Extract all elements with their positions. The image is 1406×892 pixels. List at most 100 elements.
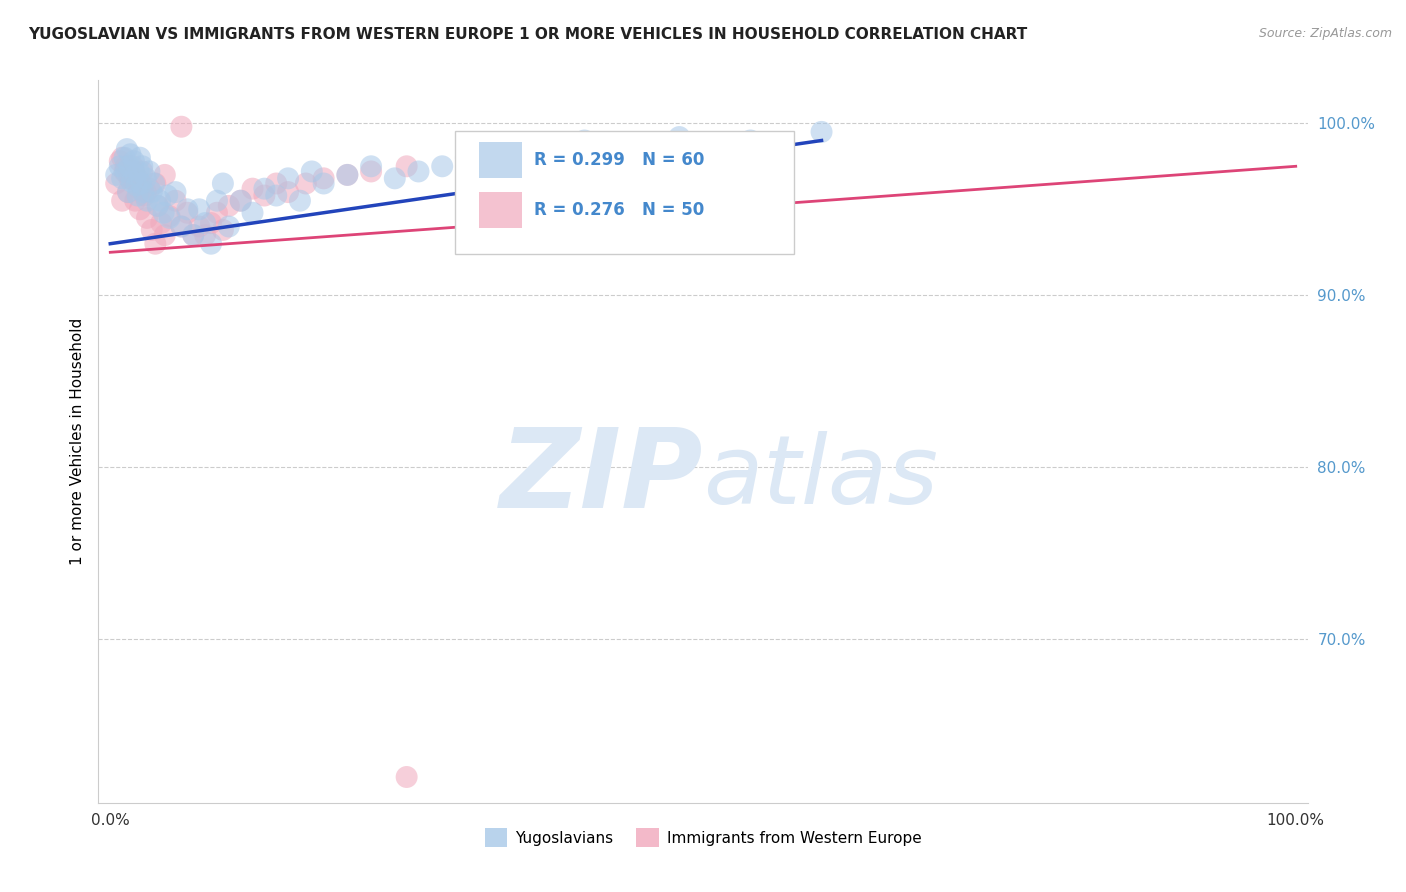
Point <box>146 199 169 213</box>
Point <box>229 194 252 208</box>
Point <box>194 228 217 243</box>
Point <box>620 142 643 156</box>
Point <box>200 236 222 251</box>
Point <box>128 181 150 195</box>
Point <box>395 159 418 173</box>
Point <box>264 188 287 202</box>
Point <box>165 185 187 199</box>
Point <box>124 168 146 182</box>
Point <box>194 216 217 230</box>
Point <box>118 171 141 186</box>
Point <box>200 216 222 230</box>
Point <box>146 199 169 213</box>
Point <box>336 168 359 182</box>
Point <box>129 177 152 191</box>
Point <box>125 178 148 193</box>
Point <box>111 151 134 165</box>
Point <box>149 194 172 208</box>
Point <box>138 181 160 195</box>
Point <box>491 168 513 182</box>
Point <box>810 125 832 139</box>
Point <box>360 164 382 178</box>
Point <box>242 181 264 195</box>
Point <box>574 133 596 147</box>
Point <box>264 177 287 191</box>
Y-axis label: 1 or more Vehicles in Household: 1 or more Vehicles in Household <box>69 318 84 566</box>
Point <box>132 185 155 199</box>
Point <box>131 164 153 178</box>
Point <box>127 171 149 186</box>
Point <box>205 194 228 208</box>
Point <box>131 159 153 173</box>
Point <box>312 177 335 191</box>
Point <box>181 228 204 243</box>
Point <box>212 177 235 191</box>
Point <box>159 211 181 225</box>
Point <box>143 236 166 251</box>
Point <box>454 151 477 165</box>
Point <box>740 133 762 147</box>
Point <box>253 188 276 202</box>
Point <box>176 205 198 219</box>
Legend: Yugoslavians, Immigrants from Western Europe: Yugoslavians, Immigrants from Western Eu… <box>478 822 928 853</box>
Point <box>668 130 690 145</box>
Point <box>408 164 430 178</box>
Point <box>526 142 548 156</box>
Point <box>432 159 454 173</box>
Point <box>121 159 143 173</box>
Text: ZIP: ZIP <box>499 425 703 531</box>
Text: YUGOSLAVIAN VS IMMIGRANTS FROM WESTERN EUROPE 1 OR MORE VEHICLES IN HOUSEHOLD CO: YUGOSLAVIAN VS IMMIGRANTS FROM WESTERN E… <box>28 27 1028 42</box>
Point <box>143 177 166 191</box>
Point <box>138 164 160 178</box>
Point <box>153 228 176 243</box>
Point <box>218 199 240 213</box>
Point <box>129 202 152 217</box>
Point <box>150 216 173 230</box>
Point <box>229 194 252 208</box>
Point <box>105 177 128 191</box>
Point <box>122 164 145 178</box>
Point <box>188 202 211 217</box>
Point <box>114 159 136 173</box>
Point <box>111 171 134 186</box>
Point <box>122 154 145 169</box>
Point <box>114 151 136 165</box>
Text: atlas: atlas <box>703 431 938 524</box>
Point <box>117 185 139 199</box>
Point <box>181 228 204 243</box>
Point <box>170 120 193 134</box>
Point <box>129 151 152 165</box>
Point <box>159 209 181 223</box>
Point <box>134 188 156 202</box>
Point <box>384 171 406 186</box>
Point <box>128 164 150 178</box>
Point <box>127 188 149 202</box>
Point <box>277 171 299 186</box>
Point <box>120 171 142 186</box>
Point <box>218 219 240 234</box>
Point <box>141 223 163 237</box>
Point <box>136 211 159 225</box>
FancyBboxPatch shape <box>479 142 522 178</box>
Point <box>118 159 141 173</box>
Point <box>205 205 228 219</box>
Point <box>136 194 159 208</box>
Point <box>153 168 176 182</box>
Point <box>135 171 157 186</box>
Point <box>143 177 166 191</box>
Point <box>336 168 359 182</box>
Point <box>277 185 299 199</box>
Point <box>288 194 311 208</box>
Point <box>242 205 264 219</box>
Point <box>176 202 198 217</box>
Point <box>295 177 318 191</box>
Point <box>117 185 139 199</box>
Point <box>114 164 136 178</box>
Point <box>360 159 382 173</box>
Point <box>141 185 163 199</box>
Point <box>124 194 146 208</box>
Point <box>135 185 157 199</box>
Point <box>114 164 136 178</box>
Text: R = 0.299   N = 60: R = 0.299 N = 60 <box>534 151 704 169</box>
Point <box>253 181 276 195</box>
